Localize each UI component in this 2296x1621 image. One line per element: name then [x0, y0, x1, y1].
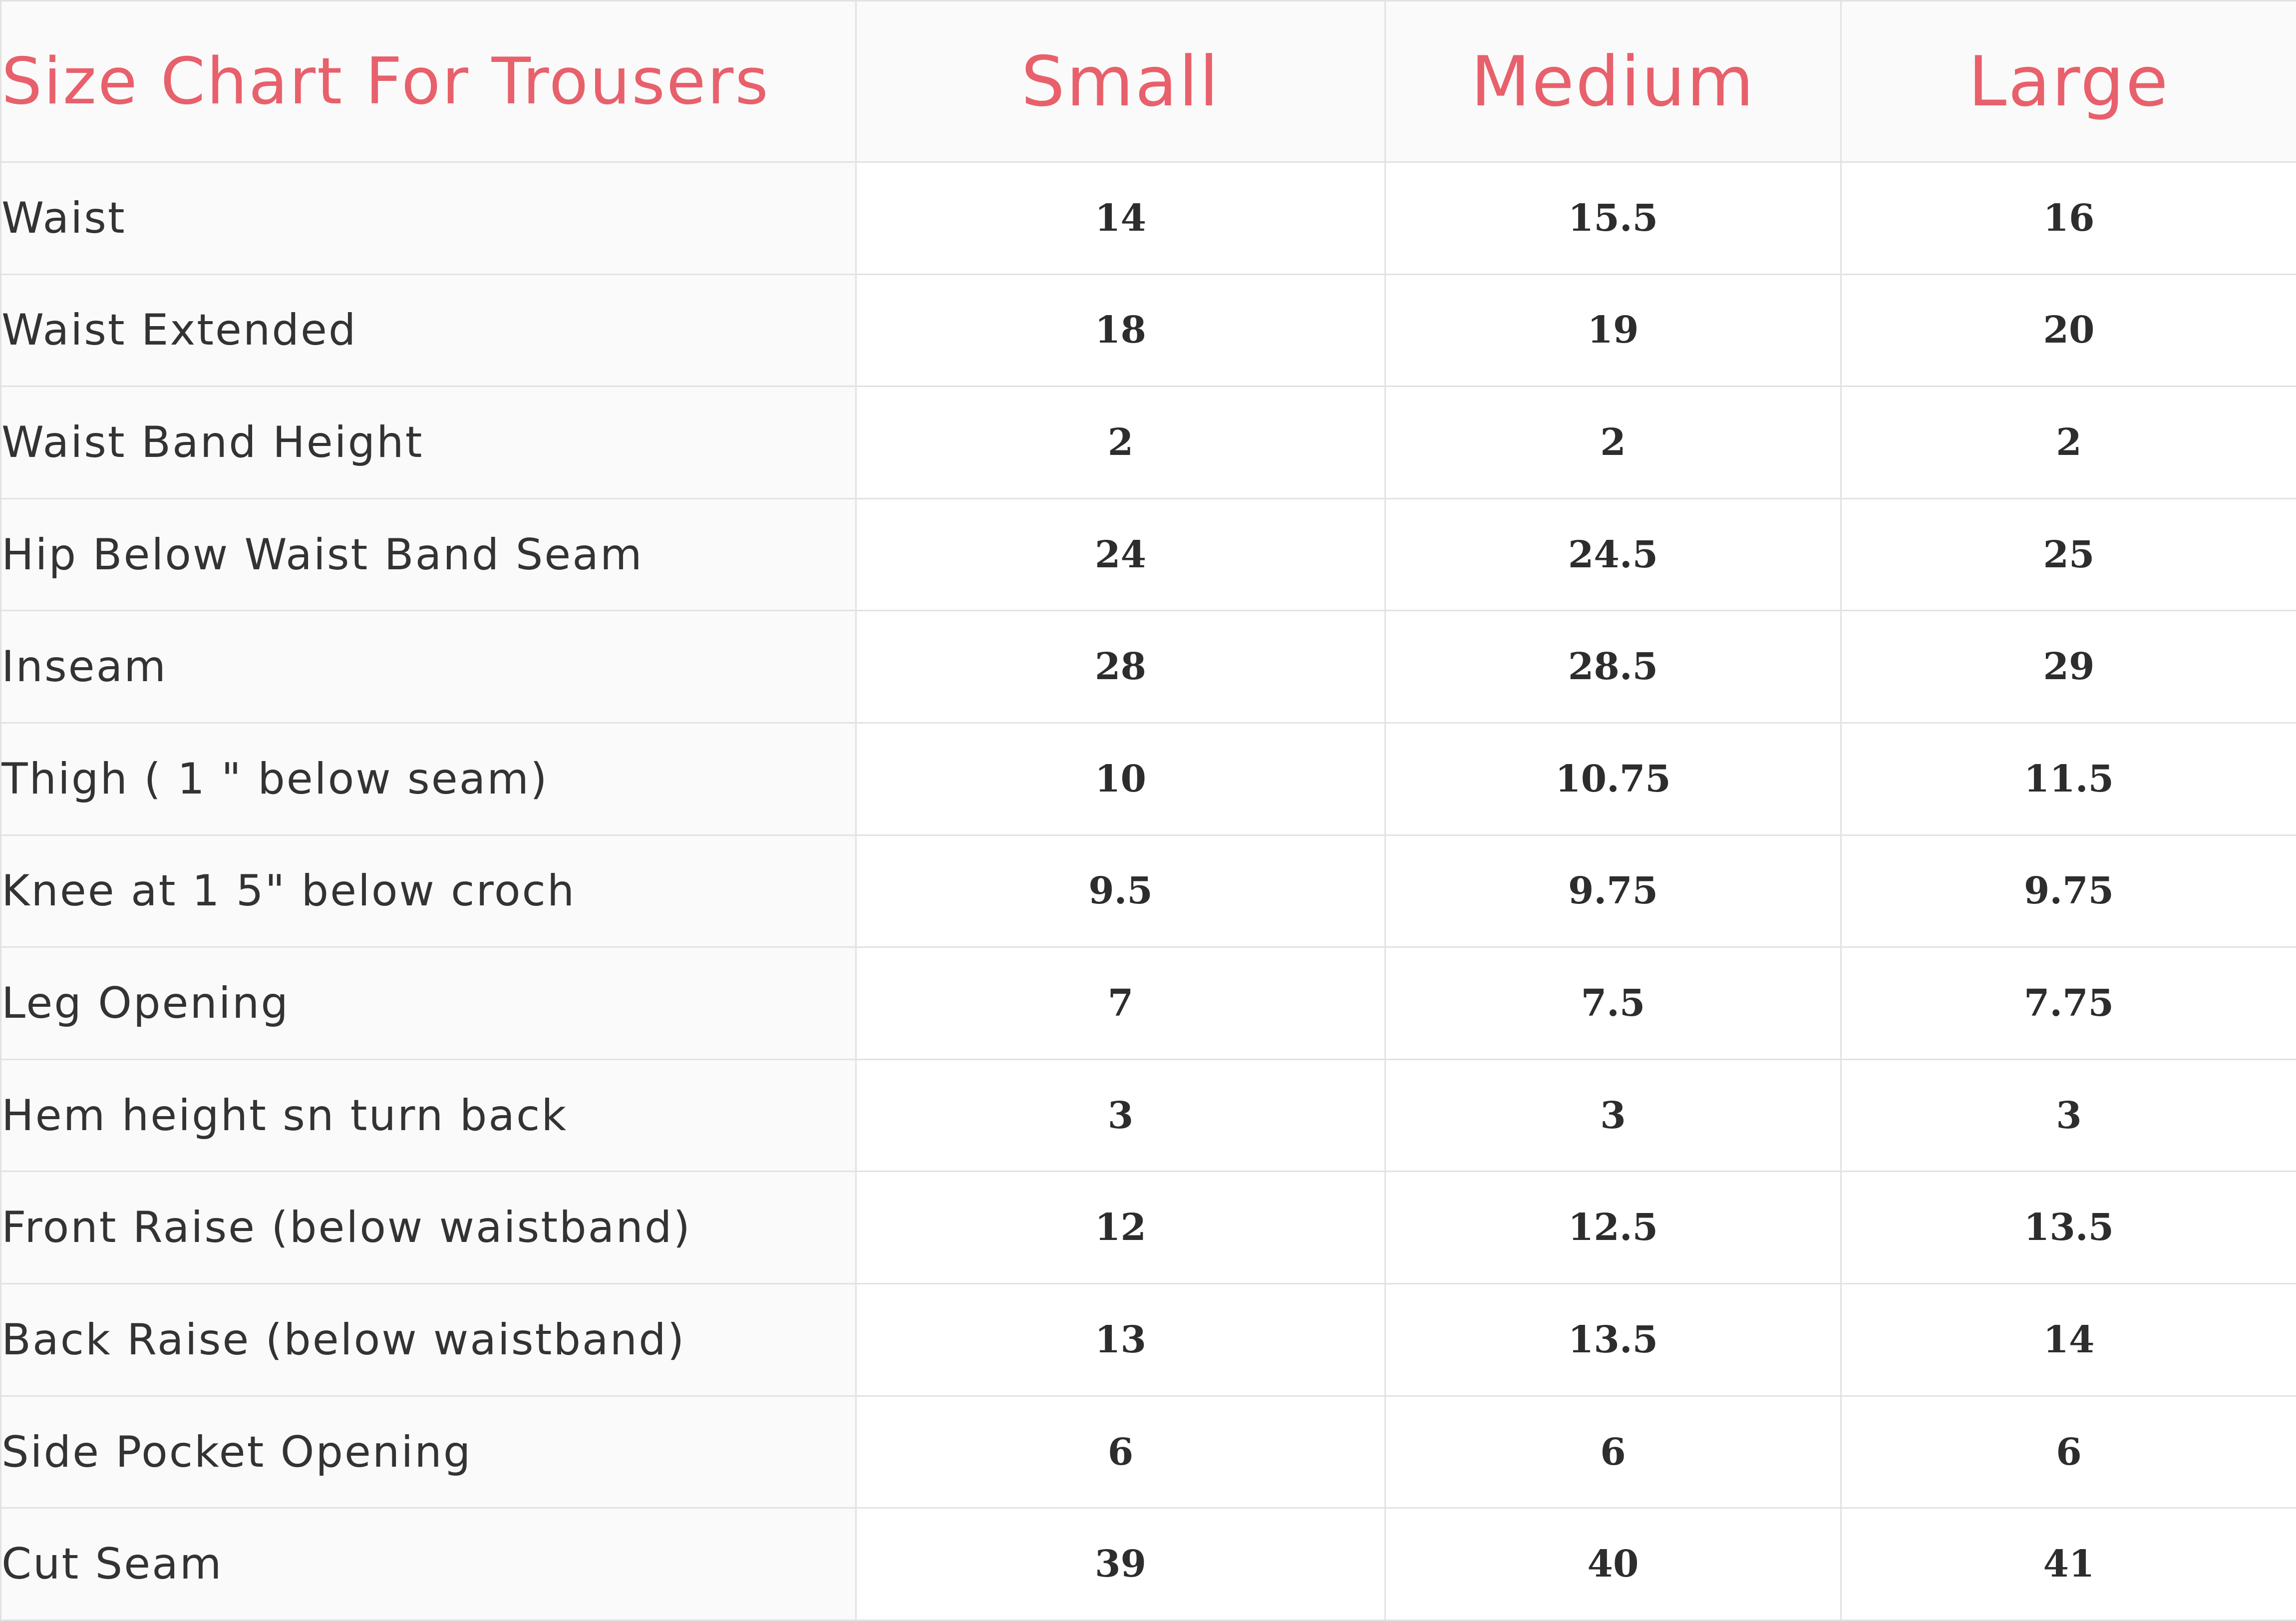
value-large: 2	[1840, 386, 2296, 499]
value-small: 10	[855, 722, 1386, 836]
value-small: 13	[855, 1283, 1386, 1397]
value-small: 7	[855, 946, 1386, 1060]
size-header-large: Large	[1840, 0, 2296, 163]
table-row: Thigh ( 1 " below seam) 10 10.75 11.5	[0, 722, 2296, 836]
size-header-medium: Medium	[1384, 0, 1842, 163]
value-medium: 15.5	[1384, 161, 1842, 275]
row-label: Waist Band Height	[0, 386, 857, 499]
value-medium: 19	[1384, 273, 1842, 388]
table-title: Size Chart For Trousers	[0, 0, 857, 163]
value-large: 7.75	[1840, 946, 2296, 1060]
row-label: Back Raise (below waistband)	[0, 1283, 857, 1397]
row-label: Inseam	[0, 610, 857, 724]
value-medium: 10.75	[1384, 722, 1842, 836]
value-medium: 9.75	[1384, 834, 1842, 948]
value-small: 24	[855, 497, 1386, 612]
table-row: Hip Below Waist Band Seam 24 24.5 25	[0, 497, 2296, 612]
value-small: 12	[855, 1171, 1386, 1285]
value-medium: 28.5	[1384, 610, 1842, 724]
row-label: Thigh ( 1 " below seam)	[0, 722, 857, 836]
value-small: 14	[855, 161, 1386, 275]
row-label: Hip Below Waist Band Seam	[0, 497, 857, 612]
size-header-small: Small	[855, 0, 1386, 163]
value-medium: 13.5	[1384, 1283, 1842, 1397]
table-row: Waist Band Height 2 2 2	[0, 386, 2296, 499]
value-small: 18	[855, 273, 1386, 388]
value-small: 2	[855, 386, 1386, 499]
value-medium: 7.5	[1384, 946, 1842, 1060]
table-row: Leg Opening 7 7.5 7.75	[0, 946, 2296, 1060]
row-label: Cut Seam	[0, 1507, 857, 1621]
value-small: 28	[855, 610, 1386, 724]
table-row: Knee at 1 5" below croch 9.5 9.75 9.75	[0, 834, 2296, 948]
table-row: Side Pocket Opening 6 6 6	[0, 1395, 2296, 1509]
value-large: 41	[1840, 1507, 2296, 1621]
value-large: 29	[1840, 610, 2296, 724]
table-row: Hem height sn turn back 3 3 3	[0, 1058, 2296, 1173]
value-small: 39	[855, 1507, 1386, 1621]
row-label: Waist	[0, 161, 857, 275]
value-small: 3	[855, 1058, 1386, 1173]
row-label: Side Pocket Opening	[0, 1395, 857, 1509]
row-label: Hem height sn turn back	[0, 1058, 857, 1173]
value-large: 3	[1840, 1058, 2296, 1173]
value-medium: 3	[1384, 1058, 1842, 1173]
value-medium: 24.5	[1384, 497, 1842, 612]
value-large: 16	[1840, 161, 2296, 275]
row-label: Front Raise (below waistband)	[0, 1171, 857, 1285]
header-row: Size Chart For Trousers Small Medium Lar…	[0, 0, 2296, 163]
value-small: 9.5	[855, 834, 1386, 948]
table-row: Front Raise (below waistband) 12 12.5 13.5	[0, 1171, 2296, 1285]
value-large: 11.5	[1840, 722, 2296, 836]
value-medium: 12.5	[1384, 1171, 1842, 1285]
value-large: 6	[1840, 1395, 2296, 1509]
row-label: Waist Extended	[0, 273, 857, 388]
row-label: Knee at 1 5" below croch	[0, 834, 857, 948]
row-label: Leg Opening	[0, 946, 857, 1060]
value-large: 14	[1840, 1283, 2296, 1397]
value-medium: 6	[1384, 1395, 1842, 1509]
value-medium: 40	[1384, 1507, 1842, 1621]
table-row: Cut Seam 39 40 41	[0, 1507, 2296, 1621]
value-large: 25	[1840, 497, 2296, 612]
value-large: 20	[1840, 273, 2296, 388]
value-large: 13.5	[1840, 1171, 2296, 1285]
value-medium: 2	[1384, 386, 1842, 499]
table-row: Inseam 28 28.5 29	[0, 610, 2296, 724]
table-row: Back Raise (below waistband) 13 13.5 14	[0, 1283, 2296, 1397]
value-small: 6	[855, 1395, 1386, 1509]
table-row: Waist Extended 18 19 20	[0, 273, 2296, 388]
value-large: 9.75	[1840, 834, 2296, 948]
table-row: Waist 14 15.5 16	[0, 161, 2296, 275]
